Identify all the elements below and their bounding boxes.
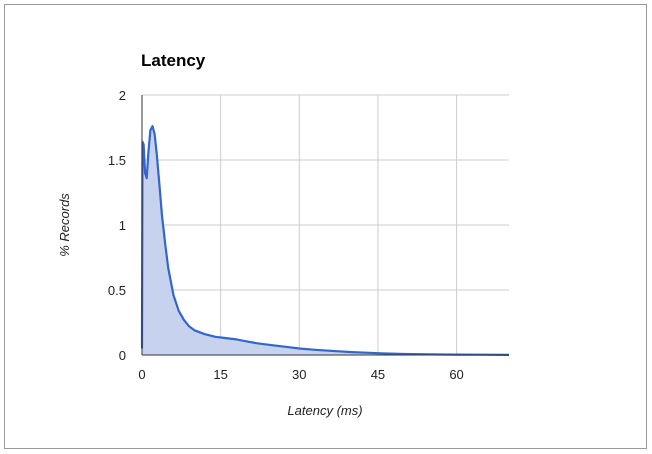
y-tick-label: 1 <box>119 218 126 233</box>
y-tick-label: 1.5 <box>108 153 126 168</box>
x-tick-label: 30 <box>292 367 306 382</box>
y-axis-label: % Records <box>57 193 72 257</box>
y-tick-label: 0 <box>119 348 126 363</box>
grid-layer <box>142 94 509 355</box>
x-tick-label: 15 <box>213 367 227 382</box>
x-tick-label: 45 <box>371 367 385 382</box>
y-tick-label: 2 <box>119 88 126 103</box>
series-line <box>140 125 510 356</box>
area-layer <box>140 125 510 356</box>
series-area-fill <box>142 126 509 355</box>
y-tick-label: 0.5 <box>108 283 126 298</box>
x-axis-label: Latency (ms) <box>287 403 362 418</box>
chart-title: Latency <box>141 51 206 70</box>
x-tick-label: 0 <box>138 367 145 382</box>
tick-layer: 0 0.5 1 1.5 2 0 15 30 45 60 <box>108 88 464 382</box>
chart-frame <box>4 4 647 449</box>
axis-layer <box>141 95 509 356</box>
x-tick-label: 60 <box>449 367 463 382</box>
